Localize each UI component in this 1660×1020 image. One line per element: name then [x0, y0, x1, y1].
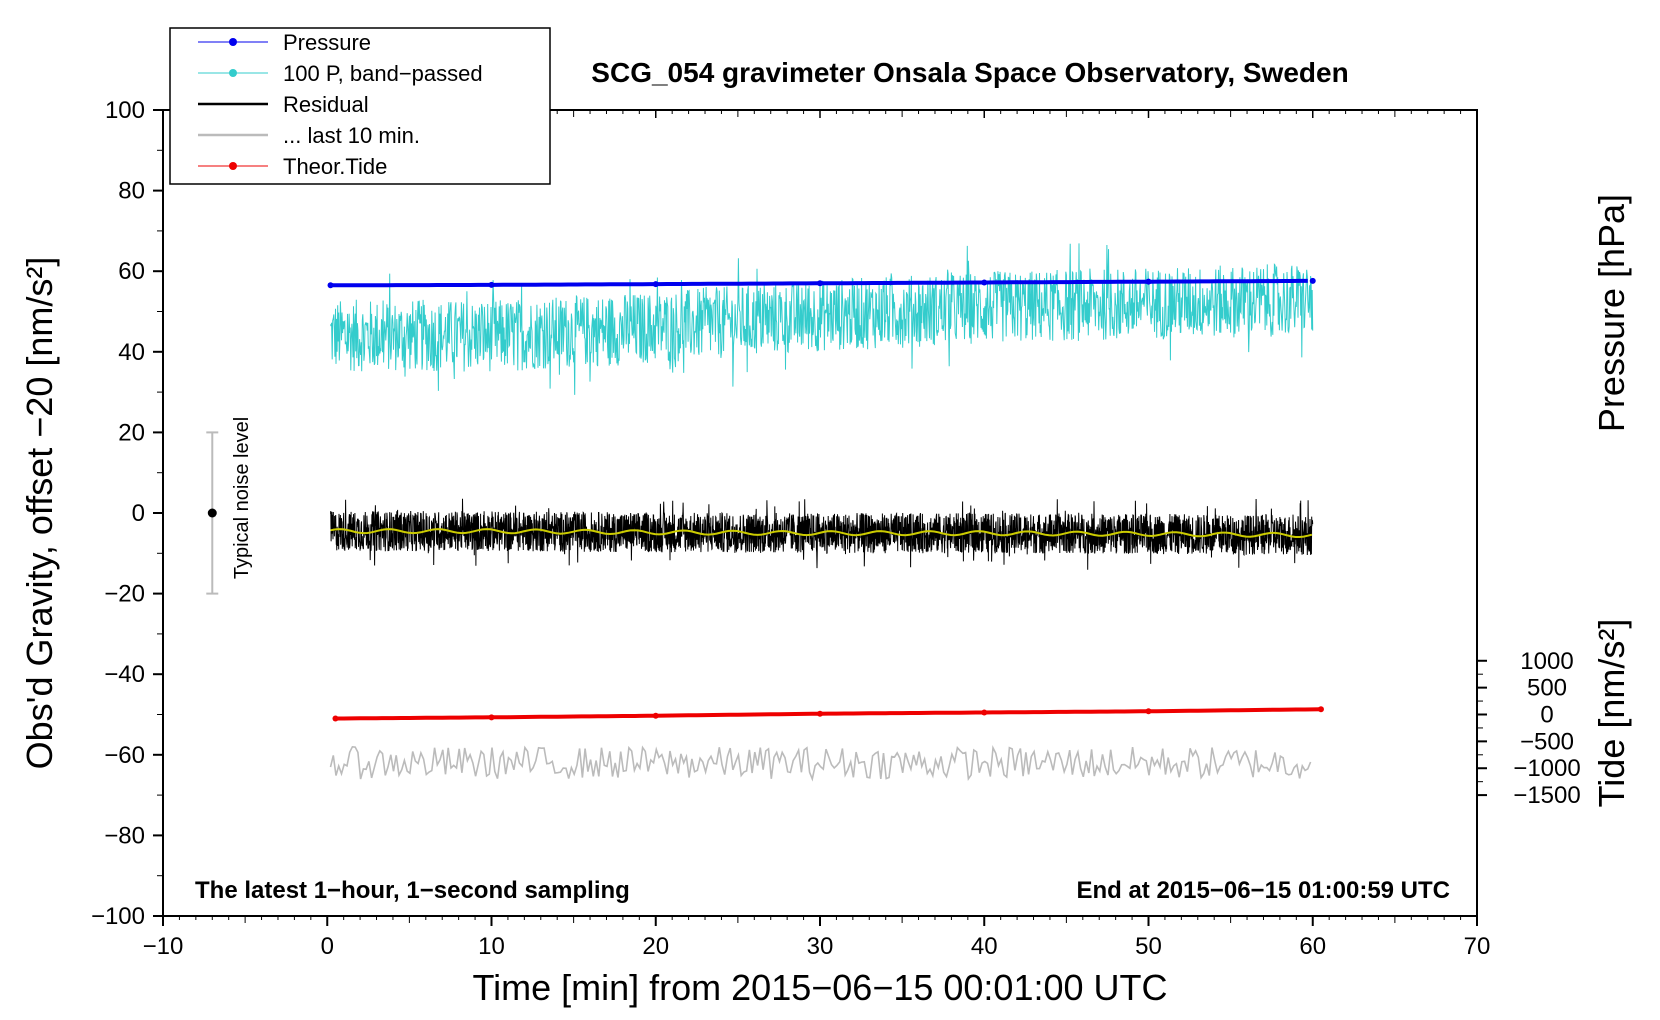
series-pressure-point: [327, 282, 334, 289]
y-tick-label: 20: [118, 419, 145, 446]
legend: Pressure 100 P, band−passed Residual ... la…: [169, 27, 551, 185]
x-axis: −10 0 10 20 30 40 50 60 70: [143, 110, 1491, 960]
y-tick-label: 40: [118, 339, 145, 366]
series-tide-point: [1145, 708, 1152, 715]
plot-frame: [162, 109, 1478, 917]
tide-tick-label: 1000: [1520, 648, 1573, 675]
series-pressure-point: [981, 279, 988, 286]
x-tick-label: 50: [1135, 933, 1162, 960]
legend-swatch-dot: [229, 69, 237, 77]
series-pressure-point: [1309, 277, 1316, 284]
legend-swatch-dot: [229, 38, 237, 46]
y-tick-label: 100: [105, 97, 145, 124]
series-pressure-point: [817, 280, 823, 287]
series-tide-point: [1317, 706, 1324, 713]
series-tide-point: [817, 710, 823, 717]
tide-tick-label: 0: [1540, 702, 1553, 729]
x-tick-label: 30: [807, 933, 834, 960]
series-pressure-point: [1145, 278, 1152, 285]
y-tick-label: −60: [104, 742, 145, 769]
chart-title: SCG_054 gravimeter Onsala Space Observat…: [591, 57, 1348, 88]
series-tide-point: [488, 714, 495, 721]
series-pressure-point: [488, 281, 495, 288]
tide-tick-label: −500: [1520, 728, 1574, 755]
noise-bar-label: Typical noise level: [231, 417, 253, 579]
noise-bar: [206, 431, 219, 595]
y-tick-label: −40: [104, 661, 145, 688]
noise-bar-center-dot: [207, 508, 217, 518]
series-residual-line: [330, 498, 1314, 570]
legend-swatch-dot: [229, 162, 237, 170]
series-last-10-min-line: [329, 744, 1312, 782]
y-axis-title-tide: Tide [nm/s²]: [1591, 619, 1632, 808]
y-axis-left: −100 −80 −60 −40 −20 0 20 40 60 80 100: [91, 97, 163, 930]
y-axis-title-pressure: Pressure [hPa]: [1591, 194, 1632, 432]
annotation-sampling: The latest 1−hour, 1−second sampling: [195, 877, 630, 904]
y-tick-label: −100: [91, 903, 145, 930]
y-axis-title-left: Obs'd Gravity, offset −20 [nm/s²]: [19, 257, 60, 770]
legend-box: [169, 27, 551, 185]
y-tick-label: 60: [118, 258, 145, 285]
series-tide-point: [981, 709, 988, 716]
legend-label: Residual: [283, 92, 369, 117]
y-tick-label: 0: [132, 500, 145, 527]
legend-label: Pressure: [283, 30, 371, 55]
x-axis-title: Time [min] from 2015−06−15 00:01:00 UTC: [472, 967, 1167, 1008]
x-tick-label: 10: [478, 933, 505, 960]
x-tick-label: −10: [143, 933, 184, 960]
series-tide-point: [332, 715, 339, 722]
x-tick-label: 20: [642, 933, 669, 960]
tide-tick-label: 500: [1527, 675, 1567, 702]
series-layer: [327, 243, 1324, 782]
legend-label: 100 P, band−passed: [283, 61, 483, 86]
x-tick-label: 0: [321, 933, 334, 960]
tide-tick-label: −1000: [1513, 755, 1580, 782]
x-tick-label: 40: [971, 933, 998, 960]
x-tick-label: 60: [1299, 933, 1326, 960]
series-tide-point: [652, 712, 659, 719]
y-tick-label: −20: [104, 581, 145, 608]
y-tick-label: 80: [118, 178, 145, 205]
x-tick-label: 70: [1464, 933, 1491, 960]
legend-label: ... last 10 min.: [283, 123, 420, 148]
legend-label: Theor.Tide: [283, 154, 387, 179]
series-tide-line: [335, 707, 1322, 721]
series-band-passed-line: [330, 243, 1314, 395]
series-residual-smoothed-line: [330, 528, 1313, 538]
series-pressure-point: [652, 281, 659, 288]
tide-tick-label: −1500: [1513, 782, 1580, 809]
y-tick-label: −80: [104, 822, 145, 849]
annotation-end-time: End at 2015−06−15 01:00:59 UTC: [1076, 877, 1450, 904]
